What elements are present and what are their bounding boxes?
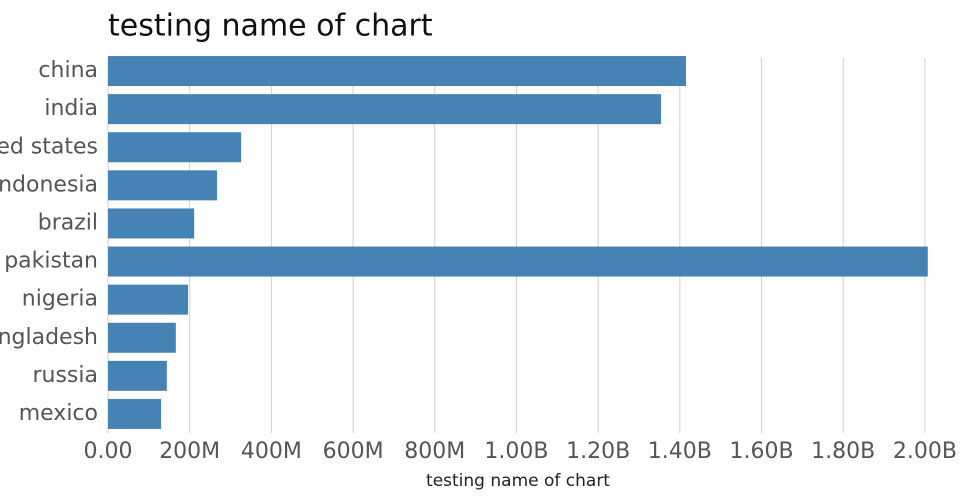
bar — [108, 94, 662, 125]
x-tick-label: 2.00B — [893, 439, 957, 464]
bar — [108, 284, 189, 315]
bar — [108, 56, 686, 87]
bar — [108, 322, 176, 353]
y-tick-label: india — [44, 96, 98, 121]
x-tick-label: 200M — [159, 439, 220, 464]
bar — [108, 132, 242, 163]
x-tick-label: 1.60B — [729, 439, 793, 464]
x-tick-label: 1.80B — [811, 439, 875, 464]
x-tick-label: 400M — [241, 439, 302, 464]
y-tick-label: bangladesh — [0, 325, 98, 350]
y-tick-label: china — [38, 58, 98, 83]
x-axis-title: testing name of chart — [426, 471, 610, 491]
bar — [108, 360, 167, 391]
x-tick-label: 800M — [404, 439, 465, 464]
x-tick-label: 0.00 — [84, 439, 133, 464]
x-tick-label: 1.40B — [648, 439, 712, 464]
y-tick-label: mexico — [19, 401, 98, 426]
x-tick-label: 1.00B — [484, 439, 548, 464]
y-tick-label: indonesia — [0, 172, 98, 197]
y-tick-label: united states — [0, 134, 98, 159]
bar — [108, 208, 195, 239]
bar — [108, 398, 162, 429]
y-tick-label: russia — [32, 363, 98, 388]
chart-title: testing name of chart — [108, 9, 433, 44]
x-tick-label: 600M — [323, 439, 384, 464]
y-tick-label: pakistan — [4, 249, 98, 274]
bar — [108, 170, 218, 201]
y-tick-label: nigeria — [22, 287, 98, 312]
bar — [108, 246, 928, 277]
y-tick-label: brazil — [38, 210, 98, 235]
x-tick-label: 1.20B — [566, 439, 630, 464]
